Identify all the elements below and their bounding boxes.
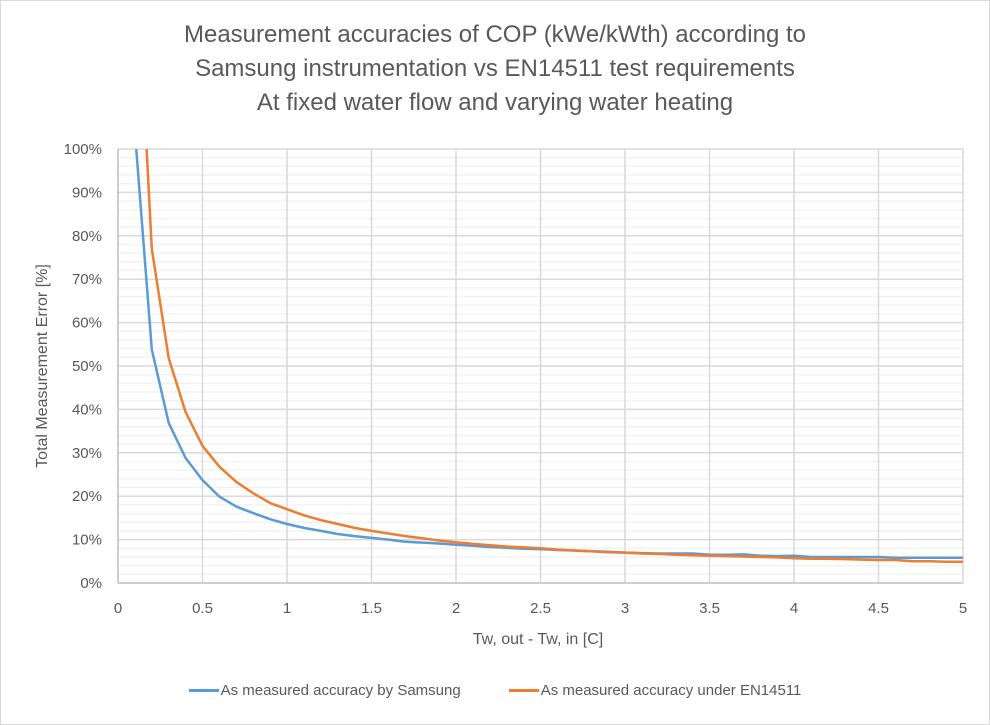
legend: As measured accuracy by Samsung As measu…	[0, 682, 990, 699]
legend-swatch-en14511	[508, 689, 539, 692]
y-tick-label: 60%	[72, 315, 102, 332]
y-tick-label: 0%	[80, 575, 102, 592]
legend-item-samsung: As measured accuracy by Samsung	[188, 682, 461, 699]
chart-title-line-3: At fixed water flow and varying water he…	[256, 89, 734, 116]
legend-item-en14511: As measured accuracy under EN14511	[508, 682, 802, 699]
legend-label-en14511: As measured accuracy under EN14511	[540, 682, 802, 699]
x-tick-label: 4	[790, 600, 798, 617]
x-tick-label: 2	[452, 600, 460, 617]
x-tick-label: 5	[959, 600, 967, 617]
y-tick-label: 100%	[64, 141, 102, 158]
x-tick-label: 0.5	[192, 600, 213, 617]
x-tick-label: 4.5	[868, 600, 889, 617]
y-axis-title: Total Measurement Error [%]	[34, 264, 51, 468]
y-tick-label: 80%	[72, 228, 102, 245]
series-line-samsung	[134, 149, 963, 560]
x-axis-title: Tw, out - Tw, in [C]	[473, 631, 603, 648]
major-gridlines	[118, 148, 964, 583]
x-tick-label: 0	[114, 600, 122, 617]
x-tick-label: 1.5	[361, 600, 382, 617]
chart-title-line-1: Measurement accuracies of COP (kWe/kWth)…	[183, 21, 806, 48]
x-tick-label: 2.5	[530, 600, 551, 617]
y-tick-label: 40%	[72, 401, 102, 418]
y-tick-label: 20%	[72, 488, 102, 505]
y-tick-label: 10%	[72, 532, 102, 549]
axes	[117, 149, 963, 584]
x-tick-label: 3.5	[699, 600, 720, 617]
x-tick-label: 1	[283, 600, 291, 617]
x-tick-labels: 0 0.5 1 1.5 2 2.5 3 3.5 4 4.5 5	[114, 600, 967, 617]
y-tick-labels: 0% 10% 20% 30% 40% 50% 60% 70% 80% 90% 100%	[64, 141, 102, 592]
y-tick-label: 90%	[72, 184, 102, 201]
chart-title-line-2: Samsung instrumentation vs EN14511 test …	[195, 55, 795, 82]
chart-title: Measurement accuracies of COP (kWe/kWth)…	[0, 18, 990, 120]
x-tick-label: 3	[621, 600, 629, 617]
legend-label-samsung: As measured accuracy by Samsung	[220, 682, 461, 699]
y-tick-label: 50%	[72, 358, 102, 375]
y-tick-label: 30%	[72, 445, 102, 462]
series-lines	[134, 149, 963, 563]
series-line-en14511	[145, 149, 963, 563]
legend-swatch-samsung	[188, 689, 219, 692]
y-tick-label: 70%	[72, 271, 102, 288]
